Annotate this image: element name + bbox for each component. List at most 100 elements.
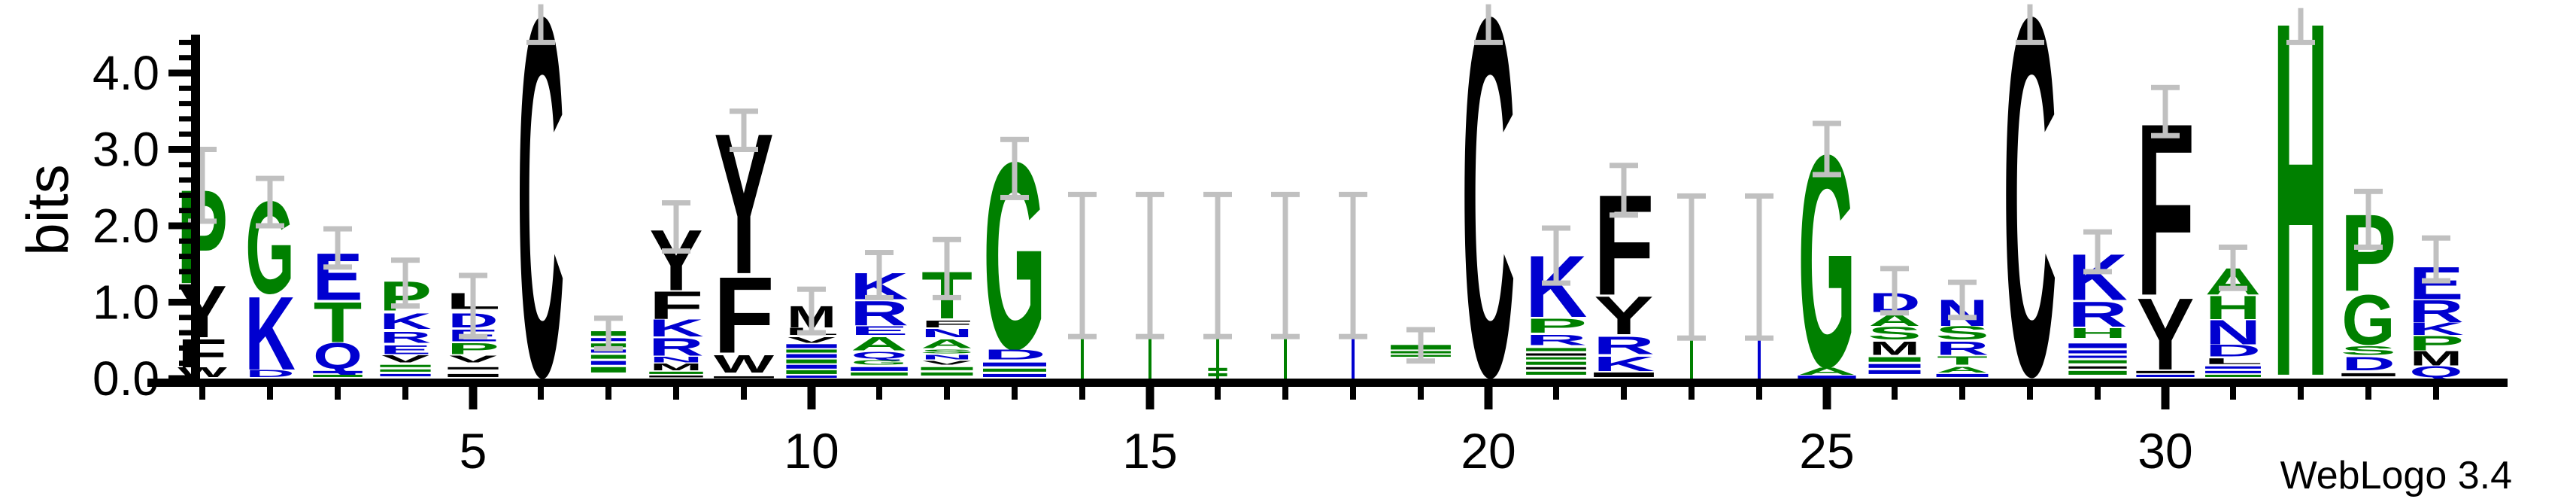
x-tick-label: 10 (784, 423, 839, 479)
logo-sliver-p10 (786, 349, 837, 353)
error-bar-cap (1474, 39, 1503, 45)
logo-letter-H-p31: H (2205, 288, 2261, 326)
logo-sliver-p29 (2068, 370, 2127, 375)
x-minor-tick (1553, 387, 1559, 400)
logo-sliver-p21 (1526, 367, 1586, 370)
logo-sliver-p10 (786, 354, 837, 358)
logo-sliver-p31 (2205, 374, 2261, 377)
error-bar-cap (2219, 285, 2247, 291)
error-bar-cap (1813, 172, 1841, 178)
logo-sliver-p8 (649, 375, 703, 378)
error-bar-p31 (2230, 247, 2236, 289)
logo-sliver-p25 (1798, 375, 1856, 379)
x-major-tick (469, 387, 478, 409)
logo-sliver-p4 (380, 373, 431, 376)
error-bar-p27 (1959, 282, 1965, 318)
logo-sliver-p26 (1868, 370, 1921, 374)
logo-letter-W-p9: W (714, 350, 774, 378)
logo-letter-R-p4: R (379, 328, 431, 345)
error-bar-cap (2219, 244, 2247, 250)
logo-letter-M-p26: M (1869, 338, 1920, 359)
logo-letter-Y-p1: Y (177, 270, 226, 354)
logo-letter-A-p12: A (921, 336, 972, 351)
logo-letter-M-p34: M (2410, 347, 2462, 370)
error-bar-cap (2083, 229, 2112, 235)
error-bar-cap (1948, 315, 1977, 321)
logo-letter-K-p22: K (1593, 352, 1655, 376)
error-bar-cap (1406, 327, 1435, 333)
error-bar-p32 (2298, 8, 2304, 43)
y-minor-tick (179, 55, 191, 61)
y-major-tick (168, 299, 191, 306)
x-minor-tick (1215, 387, 1221, 400)
logo-letter-V-p10: V (787, 335, 836, 344)
error-bar-cap (594, 345, 623, 351)
error-bar-cap (2286, 39, 2315, 45)
x-major-tick (1484, 387, 1493, 409)
logo-letter-N-p31: N (2205, 313, 2261, 351)
error-bar-cap (391, 303, 420, 309)
y-axis-label: bits (14, 164, 80, 256)
x-minor-tick (1012, 387, 1018, 400)
logo-sliver-p29 (2068, 343, 2127, 348)
error-bar-cap (1000, 194, 1029, 200)
error-bar-cap (2354, 244, 2383, 250)
x-tick-label: 30 (2138, 423, 2192, 479)
y-minor-tick (179, 315, 191, 321)
x-minor-tick (1756, 387, 1762, 400)
error-bar-p16 (1215, 194, 1221, 337)
logo-letter-P-p34: P (2408, 331, 2464, 354)
x-minor-tick (741, 387, 747, 400)
logo-sliver-p10 (786, 344, 837, 348)
logo-letter-F-p12: F (921, 319, 973, 330)
error-bar-cap (1813, 120, 1841, 126)
error-bar-cap (459, 272, 487, 278)
error-bar-p15 (1147, 194, 1153, 337)
weblogo-version-caption: WebLogo 3.4 (2280, 454, 2512, 497)
logo-sliver-p7 (590, 361, 627, 365)
y-minor-tick (179, 269, 191, 275)
error-bar-cap (797, 286, 826, 292)
logo-sliver-p22 (1594, 372, 1654, 377)
logo-letter-R-p29: R (2068, 294, 2128, 334)
y-major-tick (168, 146, 191, 153)
error-bar-cap (730, 108, 758, 114)
y-tick-label: 4.0 (93, 46, 159, 100)
y-minor-tick (179, 284, 191, 290)
logo-letter-R-p27: R (1935, 338, 1989, 359)
logo-letter-V-p4: V (381, 353, 429, 365)
logo-sliver-p13 (983, 362, 1046, 367)
error-bar-p17 (1282, 194, 1288, 337)
logo-letter-H-p32: H (2273, 0, 2329, 483)
logo-sliver-p16 (1208, 373, 1227, 376)
logo-letter-A-p25: A (1798, 366, 1856, 377)
y-minor-tick (179, 101, 191, 107)
x-minor-tick (2095, 387, 2101, 400)
error-bar-p12 (944, 239, 950, 298)
logo-sliver-p4 (380, 369, 431, 372)
error-bar-cap (256, 223, 284, 229)
error-bar-cap (2422, 235, 2450, 241)
error-bar-p5 (470, 275, 476, 337)
logo-sliver-p21 (1526, 353, 1586, 356)
error-bar-p10 (809, 289, 815, 333)
error-bar-p13 (1012, 139, 1018, 198)
error-bar-cap (594, 315, 623, 321)
error-bar-p29 (2095, 232, 2101, 272)
logo-letter-M-p8: M (650, 362, 702, 373)
error-bar-p26 (1892, 268, 1898, 313)
logo-letter-I-p17 (1284, 336, 1287, 379)
logo-letter-G-p33: G (2341, 280, 2395, 360)
error-bar-cap (1542, 225, 1570, 231)
x-tick-label: 20 (1461, 423, 1516, 479)
logo-letter-R-p21: R (1525, 332, 1587, 348)
x-minor-tick (1892, 387, 1898, 400)
logo-letter-I-p18 (1352, 336, 1355, 379)
x-tick-label: 5 (460, 423, 487, 479)
error-bar-p28 (2027, 4, 2033, 43)
error-bar-p2 (267, 178, 273, 226)
error-bar-p9 (741, 111, 747, 150)
logo-sliver-p26 (1868, 364, 1921, 368)
error-bar-cap (1880, 310, 1909, 316)
